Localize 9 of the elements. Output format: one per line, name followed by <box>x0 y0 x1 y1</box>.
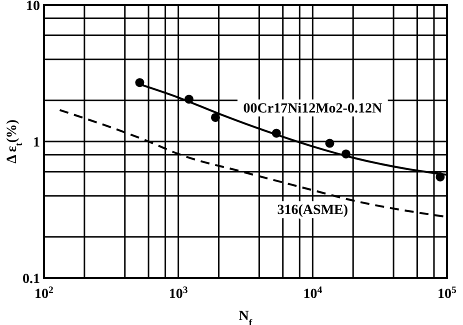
series-label: 00Cr17Ni12Mo2-0.12N <box>243 101 382 116</box>
x-tick-label: 10$^{5}$ <box>438 284 457 302</box>
y-tick-label: 1 <box>33 136 40 150</box>
x-tick-label: 10$^{2}$ <box>34 284 54 302</box>
x-tick-label: 10$^{3}$ <box>168 284 188 302</box>
y-tick-label: 10 <box>26 0 40 14</box>
series-label: 316(ASME) <box>277 203 348 218</box>
x-tick-label: 10$^{4}$ <box>303 284 322 302</box>
y-tick-label: 0.1 <box>22 272 40 287</box>
